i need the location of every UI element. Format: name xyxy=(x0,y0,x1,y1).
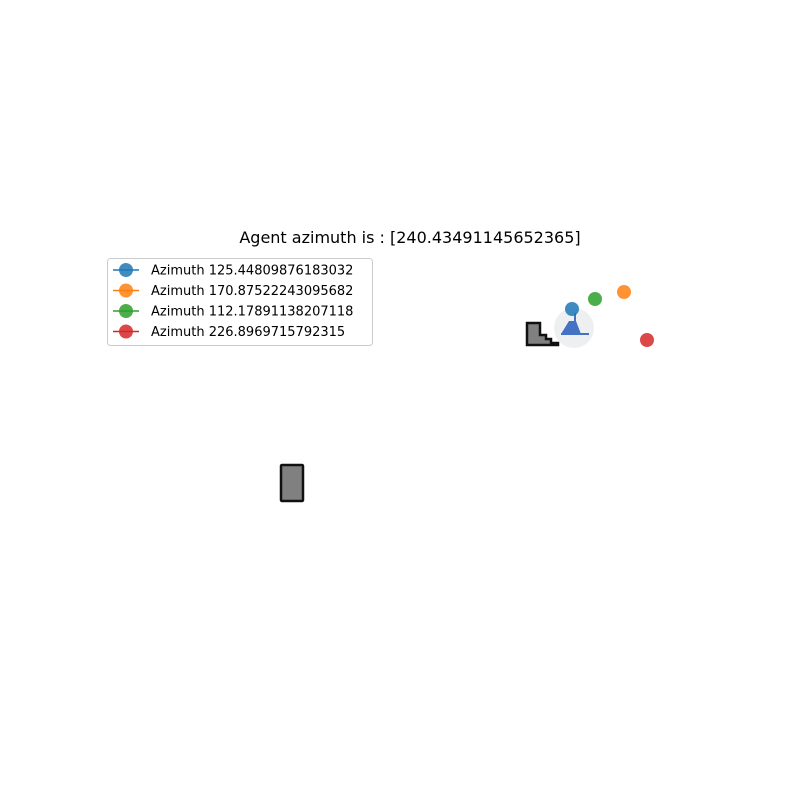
legend-entry-4: Azimuth 226.8969715792315 xyxy=(113,324,345,340)
staircase-obstacle-icon xyxy=(525,321,560,347)
legend-label: Azimuth 112.17891138207118 xyxy=(151,305,353,320)
points-layer xyxy=(565,285,654,347)
legend-marker xyxy=(119,324,133,339)
legend-label: Azimuth 125.44809876183032 xyxy=(151,264,353,279)
legend-entry-1: Azimuth 125.44809876183032 xyxy=(113,263,353,279)
legend-label: Azimuth 226.8969715792315 xyxy=(151,325,345,340)
data-point-4 xyxy=(640,333,654,347)
legend-entry-2: Azimuth 170.87522243095682 xyxy=(113,283,353,299)
legend-marker xyxy=(119,283,133,298)
data-point-2 xyxy=(617,285,631,299)
agent-person-icon xyxy=(554,308,594,348)
legend-marker xyxy=(119,263,133,277)
box-obstacle-icon xyxy=(279,463,305,503)
legend-marker xyxy=(119,304,133,318)
legend-frame xyxy=(107,258,373,346)
data-point-1 xyxy=(565,302,579,316)
legend: Azimuth 125.44809876183032 Azimuth 170.87… xyxy=(107,258,373,346)
data-point-3 xyxy=(588,292,602,306)
legend-entry-3: Azimuth 112.17891138207118 xyxy=(113,304,353,320)
legend-label: Azimuth 170.87522243095682 xyxy=(151,284,353,299)
chart-title: Agent azimuth is : [240.43491145652365] xyxy=(239,228,580,247)
